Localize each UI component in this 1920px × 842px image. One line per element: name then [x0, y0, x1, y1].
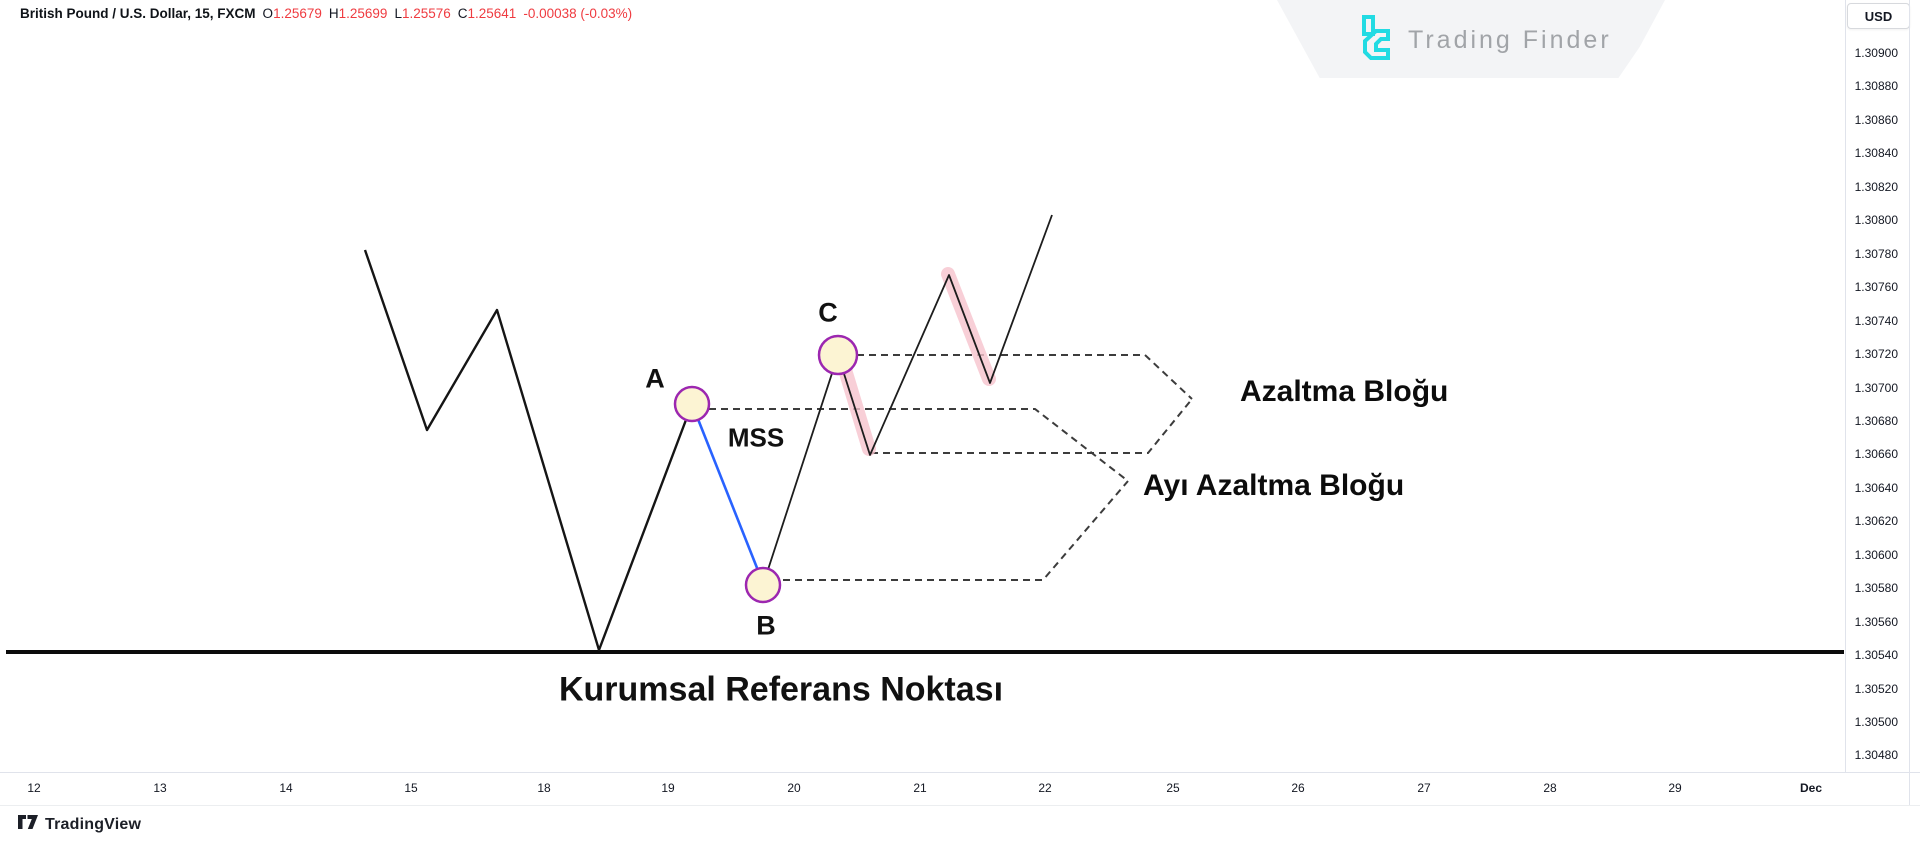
time-tick-label: 13 — [153, 781, 167, 795]
price-tick-label: 1.30560 — [1854, 614, 1898, 629]
pivot-a-circle[interactable] — [673, 385, 711, 423]
time-tick-label: 28 — [1543, 781, 1557, 795]
pivot-b-label[interactable]: B — [756, 610, 776, 641]
price-tick-label: 1.30680 — [1854, 413, 1898, 428]
time-axis-border — [0, 772, 1920, 773]
time-tick-label: 14 — [279, 781, 293, 795]
price-tick-label: 1.30660 — [1854, 447, 1898, 462]
symbol-title: British Pound / U.S. Dollar, 15, FXCM — [20, 6, 256, 21]
institutional-reference-label[interactable]: Kurumsal Referans Noktası — [558, 670, 1004, 709]
pink-highlight-c-drop — [836, 356, 876, 456]
tradingview-icon — [18, 815, 39, 835]
tradingview-logo[interactable]: TradingView — [18, 815, 141, 835]
time-tick-label: 22 — [1038, 781, 1052, 795]
time-tick-label: 12 — [27, 781, 41, 795]
time-tick-label: 25 — [1166, 781, 1180, 795]
price-tick-label: 1.30640 — [1854, 480, 1898, 495]
currency-button[interactable]: USD — [1847, 3, 1910, 29]
trading-finder-logo: Trading Finder — [1352, 14, 1612, 67]
pivot-a-label[interactable]: A — [645, 363, 665, 394]
mss-line[interactable] — [690, 403, 768, 591]
price-tick-label: 1.30780 — [1854, 246, 1898, 261]
bearish-block-top-edge[interactable] — [709, 408, 1129, 482]
ohlc-open: O1.25679 — [262, 6, 322, 21]
tradingview-wordmark: TradingView — [45, 816, 142, 833]
pivot-b-circle[interactable] — [744, 566, 782, 604]
time-tick-label: 20 — [787, 781, 801, 795]
price-tick-label: 1.30840 — [1854, 146, 1898, 161]
mitigation-block-top-edge[interactable] — [857, 354, 1193, 400]
price-tick-label: 1.30620 — [1854, 514, 1898, 529]
price-tick-label: 1.30700 — [1854, 380, 1898, 395]
time-tick-label: 19 — [661, 781, 675, 795]
price-tick-label: 1.30880 — [1854, 79, 1898, 94]
price-tick-label: 1.30580 — [1854, 581, 1898, 596]
price-tick-label: 1.30520 — [1854, 681, 1898, 696]
price-tick-label: 1.30720 — [1854, 347, 1898, 362]
right-edge-border — [1909, 0, 1910, 805]
price-change: -0.00038 (-0.03%) — [523, 6, 633, 21]
time-axis[interactable]: 12 13 14 15 18 19 20 21 22 25 26 27 28 29 Dec — [0, 772, 1920, 805]
time-axis-bottom-border — [0, 805, 1920, 806]
mss-label[interactable]: MSS — [727, 422, 785, 453]
ohlc-low: L1.25576 — [394, 6, 451, 21]
time-tick-label: 27 — [1417, 781, 1431, 795]
price-tick-label: 1.30500 — [1854, 715, 1898, 729]
trading-finder-wordmark: Trading Finder — [1408, 26, 1612, 54]
price-leg-recovery[interactable] — [762, 214, 1053, 586]
price-tick-label: 1.30820 — [1854, 179, 1898, 194]
mitigation-block-bottom-edge[interactable] — [871, 398, 1193, 454]
pivot-c-circle[interactable] — [817, 334, 859, 376]
bearish-block-bottom-edge[interactable] — [783, 480, 1129, 581]
time-tick-label: 21 — [913, 781, 927, 795]
price-tick-label: 1.30740 — [1854, 313, 1898, 328]
time-tick-label: 29 — [1668, 781, 1682, 795]
symbol-legend[interactable]: British Pound / U.S. Dollar, 15, FXCM O1… — [20, 6, 632, 21]
price-axis[interactable]: 1.30900 1.30880 1.30860 1.30840 1.30820 1.308… — [1845, 0, 1920, 772]
trading-finder-icon — [1352, 14, 1396, 67]
price-tick-label: 1.30540 — [1854, 648, 1898, 663]
price-axis-border — [1845, 0, 1846, 772]
time-tick-label: 15 — [404, 781, 418, 795]
price-tick-label: 1.30900 — [1854, 46, 1898, 60]
bearish-mitigation-block-label[interactable]: Ayı Azaltma Bloğu — [1143, 469, 1405, 502]
price-tick-label: 1.30600 — [1854, 547, 1898, 562]
pivot-c-label[interactable]: C — [818, 297, 838, 328]
price-tick-label: 1.30760 — [1854, 280, 1898, 295]
time-tick-label: 26 — [1291, 781, 1305, 795]
ohlc-close: C1.25641 — [457, 6, 517, 21]
time-tick-label: Dec — [1799, 781, 1823, 795]
mitigation-block-label[interactable]: Azaltma Bloğu — [1240, 375, 1449, 408]
price-tick-label: 1.30480 — [1854, 748, 1898, 763]
ohlc-high: H1.25699 — [328, 6, 388, 21]
price-tick-label: 1.30800 — [1854, 213, 1898, 228]
price-tick-label: 1.30860 — [1854, 112, 1898, 127]
price-leg-downtrend[interactable] — [363, 249, 694, 652]
brand-banner — [1277, 0, 1665, 78]
time-tick-label: 18 — [537, 781, 551, 795]
